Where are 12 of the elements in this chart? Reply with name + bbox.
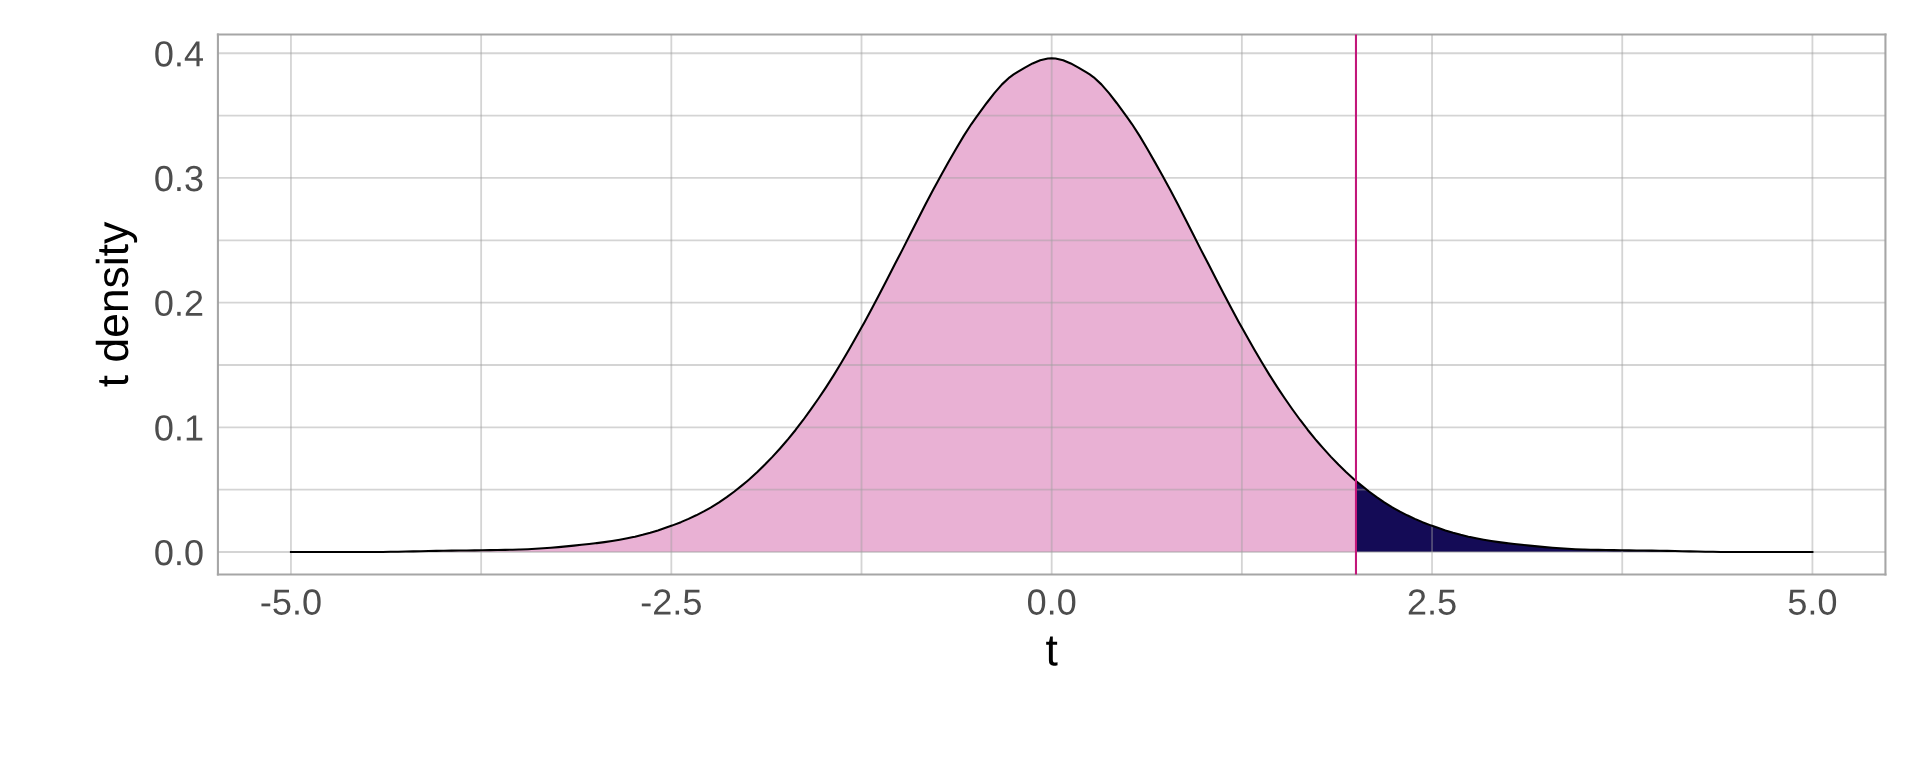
x-tick-label: -2.5 <box>641 589 701 615</box>
y-tick-label: 0.2 <box>155 290 203 317</box>
x-tick-label: -5.0 <box>261 589 321 615</box>
x-axis-title: t <box>1046 636 1058 666</box>
x-tick-label: 5.0 <box>1788 589 1837 615</box>
y-tick-label: 0.3 <box>155 165 203 192</box>
y-tick-label: 0.0 <box>155 539 203 566</box>
y-tick-label: 0.4 <box>155 41 203 67</box>
x-tick-label: 2.5 <box>1408 589 1456 615</box>
x-tick-label: 0.0 <box>1027 589 1076 615</box>
y-axis-title: t density <box>95 221 138 387</box>
y-tick-label: 0.1 <box>155 415 203 441</box>
